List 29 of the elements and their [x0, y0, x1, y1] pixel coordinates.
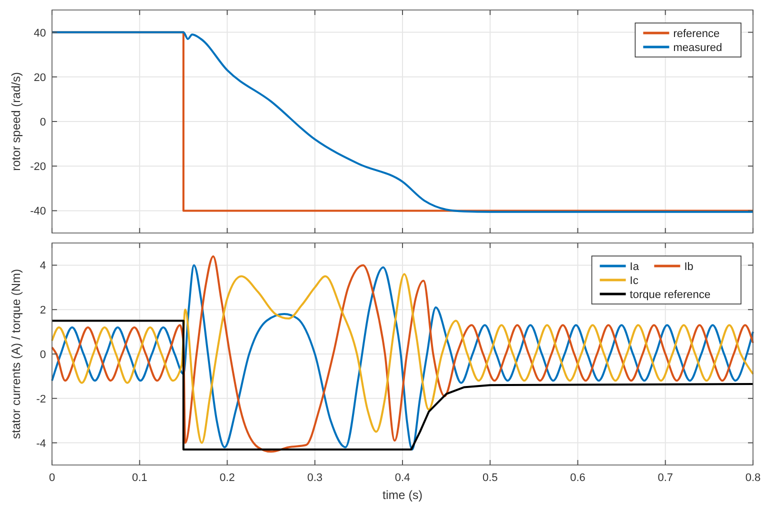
x-tick-label: 0.1	[132, 472, 148, 484]
legend-label: Ib	[684, 261, 694, 273]
y-tick-label: 4	[40, 260, 46, 272]
x-tick-label: 0.6	[570, 472, 586, 484]
legend-label: torque reference	[630, 289, 711, 301]
y-tick-label: -40	[30, 206, 46, 218]
x-tick-label: 0.3	[307, 472, 323, 484]
y-tick-label: -4	[36, 438, 46, 450]
x-tick-label: 0.5	[482, 472, 498, 484]
legend-label: measured	[673, 42, 722, 54]
line-series	[51, 320, 754, 450]
legend-label: reference	[673, 28, 720, 40]
y-tick-label: -20	[30, 161, 46, 174]
y-tick-label: 20	[34, 72, 46, 84]
x-tick-label: 0.8	[745, 472, 761, 484]
y-axis-title: stator currents (A) / torque (Nm)	[9, 268, 23, 440]
y-tick-label: -2	[36, 393, 46, 406]
y-tick-label: 0	[40, 349, 46, 361]
legend-label: Ic	[630, 275, 639, 287]
legend-label: Ia	[630, 261, 640, 273]
x-axis-title: time (s)	[382, 488, 422, 502]
y-tick-label: 40	[34, 27, 46, 40]
y-tick-label: 0	[40, 116, 46, 128]
x-tick-label: 0.2	[220, 472, 235, 484]
x-tick-label: 0.7	[658, 472, 674, 484]
y-axis-title: rotor speed (rad/s)	[9, 72, 23, 171]
x-tick-label: 0.4	[394, 472, 410, 484]
x-tick-label: 0	[48, 472, 56, 484]
y-tick-label: 2	[40, 304, 46, 317]
